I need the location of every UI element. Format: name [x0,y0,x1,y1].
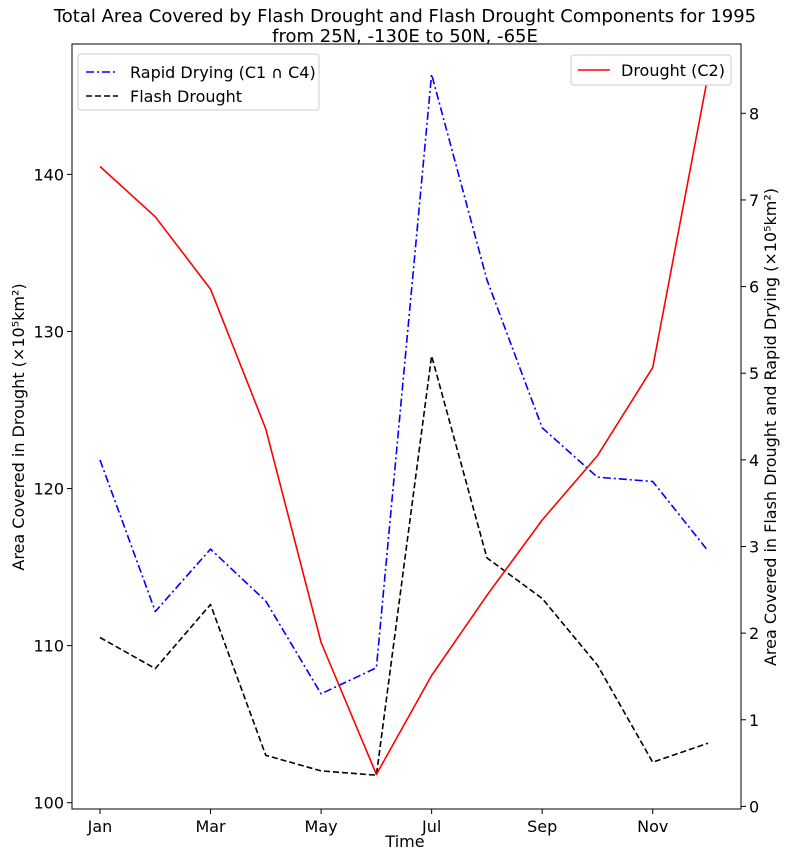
legend-label-rapid-drying: Rapid Drying (C1 ∩ C4) [130,63,316,82]
y-right-tick-label: 1 [749,711,759,730]
x-tick-label: Sep [527,817,557,836]
y-left-tick-label: 110 [33,637,64,656]
legend-right: Drought (C2) [570,54,732,86]
y-axis-right-label: Area Covered in Flash Drought and Rapid … [761,188,780,666]
y-axis-left-label: Area Covered in Drought (×10⁵km²) [9,283,28,570]
x-tick-label: May [305,817,338,836]
y-right-tick-label: 4 [749,451,759,470]
y-right-tick-label: 2 [749,624,759,643]
y-left-tick-label: 130 [33,322,64,341]
legend-left: Rapid Drying (C1 ∩ C4) Flash Drought [77,53,320,111]
legend-label-flash-drought: Flash Drought [130,87,242,106]
legend-left-box [77,53,320,111]
plot-frame [71,43,742,810]
x-tick-label: Jan [87,817,113,836]
series-line-flash-1 [99,355,709,777]
x-tick-label: Nov [637,817,668,836]
x-axis-label: Time [384,832,424,851]
y-left-tick-label: 120 [33,480,64,499]
y-right-tick-label: 8 [749,104,759,123]
y-right-tick-label: 0 [749,797,759,816]
y-left-tick-label: 100 [33,794,64,813]
series-line-drought-2 [99,75,709,776]
y-right-tick-label: 5 [749,364,759,383]
chart-title-line1: Total Area Covered by Flash Drought and … [53,6,756,27]
y-right-tick-label: 3 [749,537,759,556]
x-tick-label: Mar [195,817,226,836]
y-right-tick-label: 7 [749,191,759,210]
legend-label-drought: Drought (C2) [621,61,725,80]
y-right-tick-label: 6 [749,278,759,297]
legend-right-box [570,54,732,86]
series-line-rapid-0 [99,73,709,695]
x-tick-label: Jul [421,817,441,836]
y-left-tick-label: 140 [33,165,64,184]
chart-title-line2: from 25N, -130E to 50N, -65E [272,26,538,47]
